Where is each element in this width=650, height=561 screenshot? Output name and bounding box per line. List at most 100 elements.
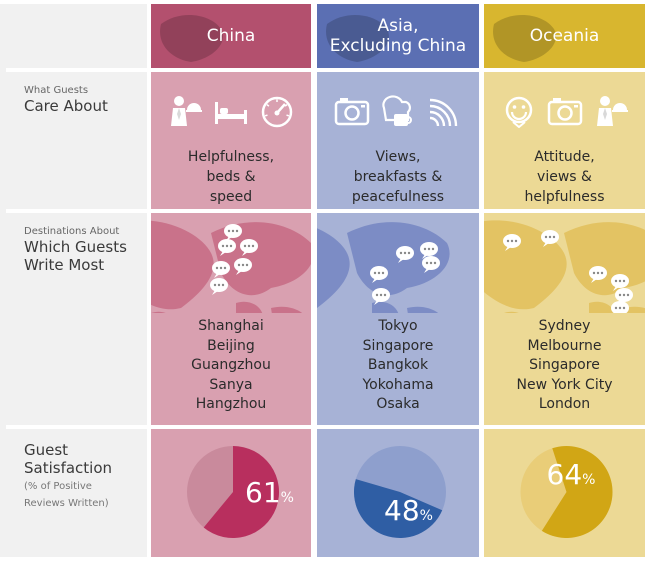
review-bubble-icon [234, 258, 252, 275]
row-label-big-2: Write Most [24, 256, 105, 274]
map-landmass [317, 228, 350, 308]
satisfaction-cell: 64% [484, 429, 645, 557]
map-landmass [211, 222, 311, 296]
region-silhouette [160, 14, 223, 62]
destinations-cell: Shanghai Beijing Guangzhou Sanya Hangzhou [151, 213, 311, 425]
city-name: Sydney [538, 318, 591, 334]
pie-percent-value: 64 [547, 458, 583, 491]
destinations-cell: Sydney Melbourne Singapore New York City Lon… [484, 213, 645, 425]
city-name: Yokohama [362, 376, 434, 393]
review-bubble-icon [611, 274, 629, 291]
pie-positive-slice [203, 446, 279, 538]
review-bubble-icon [370, 266, 388, 283]
map-landmass [236, 301, 263, 313]
care-cell: Helpfulness, beds & speed [151, 72, 311, 209]
care-cell: Attitude, views & helpfulness [484, 72, 645, 209]
row-label-note-1: (% of Positive [24, 481, 92, 492]
review-bubble-icon [372, 288, 390, 305]
pie-percent-label: 61% [245, 476, 294, 509]
pie-positive-slice [354, 479, 443, 538]
satisfaction-pie: 48% [354, 446, 446, 538]
region-name: China [206, 26, 256, 46]
row-label-small: What Guests [24, 85, 89, 96]
pie-percent-sign: % [582, 472, 595, 488]
care-icons [317, 94, 479, 128]
bellhop-icon [171, 96, 202, 126]
map-landmass [504, 311, 519, 313]
bread-icon [382, 95, 412, 126]
satisfaction-pie: 61% [187, 446, 294, 538]
pie-percent-sign: % [281, 490, 294, 506]
pie-positive-slice [541, 446, 613, 538]
review-bubble-icon [240, 239, 258, 256]
camera-icon [334, 98, 370, 126]
pie-percent-sign: % [420, 508, 433, 524]
world-map [484, 220, 645, 313]
bellhop-icon [596, 96, 628, 126]
review-bubble-icon [503, 234, 521, 251]
care-cell: Views, breakfasts & peacefulness [317, 72, 479, 209]
satisfaction-pie: 64% [520, 446, 613, 538]
review-bubble-icon [218, 239, 236, 256]
care-text: Attitude, views & helpfulness [524, 149, 605, 205]
city-name: Bangkok [367, 357, 429, 373]
review-bubble-icon [210, 278, 228, 295]
map-landmass [564, 222, 645, 296]
review-bubble-icon [420, 242, 438, 259]
row-label-care: What Guests Care About [6, 72, 147, 209]
map-landmass [151, 311, 166, 313]
satisfaction-cell: 48% [317, 429, 479, 557]
region-silhouette [326, 14, 389, 62]
map-landmass [372, 301, 399, 313]
row-label-destinations: Destinations About Which Guests Write Mo… [6, 213, 147, 425]
review-bubble-icon [422, 256, 440, 273]
map-landmass [589, 301, 616, 313]
city-name: Tokyo [378, 318, 418, 334]
smiley-icon [505, 96, 532, 128]
pie-percent-value: 61 [245, 476, 281, 509]
map-landmass [151, 220, 214, 310]
review-bubble-icon [541, 230, 559, 247]
city-name: Hangzhou [195, 396, 267, 412]
camera-icon [547, 98, 582, 126]
corner-cell [6, 4, 147, 68]
map-landmass [624, 306, 645, 313]
region-silhouette [493, 14, 556, 62]
care-icons [484, 94, 645, 128]
region-header: Asia, Excluding China [317, 4, 479, 68]
city-name: Melbourne [527, 337, 602, 354]
pie-percent-value: 48 [384, 494, 420, 527]
review-bubble-icon [396, 246, 414, 263]
care-text: Helpfulness, beds & speed [187, 149, 275, 205]
city-name: Singapore [362, 337, 434, 354]
bed-icon [215, 102, 247, 124]
row-label-big-2: Satisfaction [24, 459, 113, 477]
city-name: Singapore [529, 357, 600, 373]
city-name: London [538, 396, 591, 412]
speedometer-icon [261, 96, 293, 128]
region-name: Asia, Excluding China [329, 16, 467, 56]
review-bubble-icon [212, 261, 230, 278]
row-label-satisfaction: Guest Satisfaction (% of Positive Review… [6, 429, 147, 557]
care-icons [151, 94, 311, 128]
city-name: New York City [516, 376, 613, 393]
satisfaction-cell: 61% [151, 429, 311, 557]
row-label-big-1: Which Guests [24, 238, 127, 256]
map-landmass [407, 306, 438, 313]
row-label-note-2: Reviews Written) [24, 498, 109, 509]
row-label-big: Care About [24, 97, 108, 115]
pie-percent-label: 48% [384, 494, 433, 527]
city-name: Beijing [207, 337, 255, 354]
review-bubble-icon [611, 301, 629, 313]
review-bubble-icon [589, 266, 607, 283]
row-label-small: Destinations About [24, 226, 120, 237]
map-landmass [271, 306, 302, 313]
world-map [151, 220, 311, 313]
region-header: China [151, 4, 311, 68]
row-label-big-1: Guest [24, 441, 69, 459]
left-gutter [0, 4, 6, 557]
waves-icon [429, 98, 458, 127]
region-name: Oceania [529, 26, 600, 46]
city-list: Sydney Melbourne Singapore New York City Lon… [484, 317, 645, 415]
